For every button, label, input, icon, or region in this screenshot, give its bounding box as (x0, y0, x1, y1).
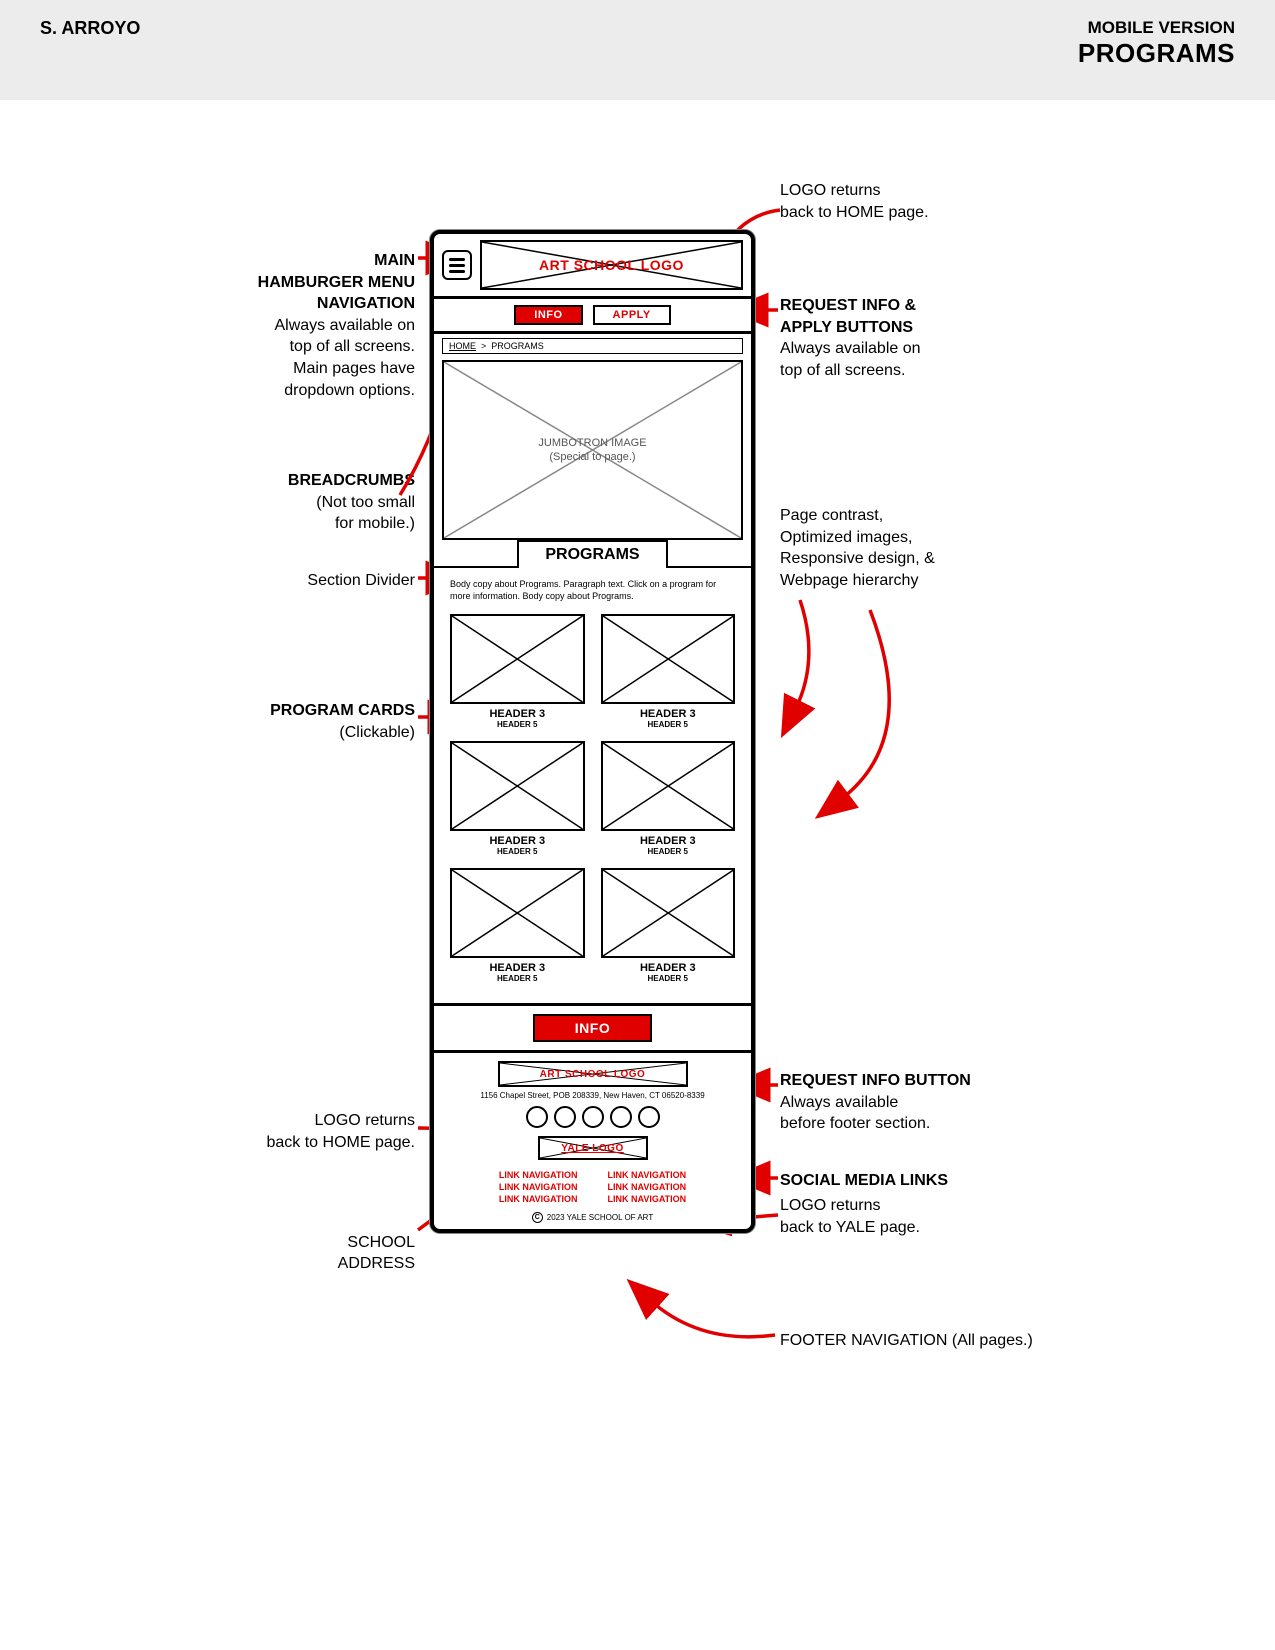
title-block: MOBILE VERSION PROGRAMS (1078, 18, 1235, 100)
card-header-5: HEADER 5 (601, 847, 736, 856)
card-header-3: HEADER 3 (601, 835, 736, 847)
phone-header: ART SCHOOL LOGO (434, 234, 751, 299)
card-image (601, 741, 736, 831)
breadcrumb: HOME > PROGRAMS (442, 338, 743, 354)
footer-link[interactable]: LINK NAVIGATION (608, 1170, 687, 1180)
footer-link[interactable]: LINK NAVIGATION (499, 1194, 578, 1204)
header-logo[interactable]: ART SCHOOL LOGO (480, 240, 743, 290)
anno-footer-nav: FOOTER NAVIGATION (All pages.) (780, 1330, 1033, 1352)
card-header-5: HEADER 5 (601, 974, 736, 983)
program-card[interactable]: HEADER 3 HEADER 5 (450, 868, 585, 989)
footer-logo[interactable]: ART SCHOOL LOGO (498, 1061, 688, 1087)
footer-address: 1156 Chapel Street, POB 208339, New Have… (444, 1091, 741, 1100)
breadcrumb-bar: HOME > PROGRAMS (434, 334, 751, 354)
program-card[interactable]: HEADER 3 HEADER 5 (450, 741, 585, 862)
doc-title: PROGRAMS (1078, 38, 1235, 69)
footer-link[interactable]: LINK NAVIGATION (499, 1182, 578, 1192)
hamburger-menu-button[interactable] (442, 250, 472, 280)
program-card[interactable]: HEADER 3 HEADER 5 (601, 741, 736, 862)
main-content: JUMBOTRON IMAGE (Special to page.) PROGR… (434, 354, 751, 1006)
anno-yale: LOGO returns back to YALE page. (780, 1195, 920, 1238)
anno-logo-home: LOGO returns back to HOME page. (780, 180, 929, 223)
program-card[interactable]: HEADER 3 HEADER 5 (450, 614, 585, 735)
program-card[interactable]: HEADER 3 HEADER 5 (601, 868, 736, 989)
phone-mockup: ART SCHOOL LOGO INFO APPLY HOME > PROGRA… (430, 230, 755, 1233)
card-header-3: HEADER 3 (601, 962, 736, 974)
canvas: LOGO returns back to HOME page. MAIN HAM… (0, 100, 1275, 1650)
social-icon[interactable] (610, 1106, 632, 1128)
program-card[interactable]: HEADER 3 HEADER 5 (601, 614, 736, 735)
lower-info-button[interactable]: INFO (533, 1014, 652, 1042)
card-header-3: HEADER 3 (450, 962, 585, 974)
card-image (450, 868, 585, 958)
card-header-5: HEADER 5 (450, 720, 585, 729)
footer: ART SCHOOL LOGO 1156 Chapel Street, POB … (434, 1053, 751, 1229)
anno-logo-home-2: LOGO returns back to HOME page. (150, 1110, 415, 1153)
footer-logo-text: ART SCHOOL LOGO (540, 1069, 646, 1080)
cta-bar: INFO APPLY (434, 299, 751, 334)
footer-link[interactable]: LINK NAVIGATION (608, 1182, 687, 1192)
card-header-3: HEADER 3 (450, 835, 585, 847)
anno-social: SOCIAL MEDIA LINKS (780, 1170, 948, 1192)
anno-info-btn: REQUEST INFO BUTTON Always available bef… (780, 1070, 971, 1135)
info-button[interactable]: INFO (514, 305, 582, 325)
social-icon[interactable] (526, 1106, 548, 1128)
anno-divider: Section Divider (200, 570, 415, 592)
yale-logo[interactable]: YALE LOGO (538, 1136, 648, 1160)
card-header-3: HEADER 3 (450, 708, 585, 720)
jumbotron-caption: JUMBOTRON IMAGE (Special to page.) (532, 436, 652, 465)
card-image (450, 614, 585, 704)
copyright-icon: C (532, 1212, 543, 1223)
card-header-5: HEADER 5 (601, 720, 736, 729)
anno-cta: REQUEST INFO & APPLY BUTTONS Always avai… (780, 295, 921, 381)
copyright-text: 2023 YALE SCHOOL OF ART (547, 1213, 653, 1222)
copyright: C 2023 YALE SCHOOL OF ART (444, 1212, 741, 1223)
card-header-3: HEADER 3 (601, 708, 736, 720)
footer-links: LINK NAVIGATION LINK NAVIGATION LINK NAV… (444, 1170, 741, 1206)
social-icon[interactable] (554, 1106, 576, 1128)
social-icon[interactable] (582, 1106, 604, 1128)
program-cards-grid: HEADER 3 HEADER 5 HEADER 3 HEADER 5 (434, 608, 751, 1003)
body-copy: Body copy about Programs. Paragraph text… (434, 568, 751, 608)
apply-button[interactable]: APPLY (593, 305, 671, 325)
breadcrumb-sep: > (481, 341, 486, 351)
anno-address: SCHOOL ADDRESS (210, 1210, 415, 1275)
author-label: S. ARROYO (40, 18, 140, 100)
jumbotron-image: JUMBOTRON IMAGE (Special to page.) (442, 360, 743, 540)
anno-contrast: Page contrast, Optimized images, Respons… (780, 505, 935, 591)
header-logo-text: ART SCHOOL LOGO (539, 257, 684, 273)
section-title-tab: PROGRAMS (517, 540, 667, 568)
card-header-5: HEADER 5 (450, 847, 585, 856)
anno-hamburger: MAIN HAMBURGER MENU NAVIGATION Always av… (160, 250, 415, 401)
breadcrumb-current: PROGRAMS (491, 341, 544, 351)
card-image (601, 614, 736, 704)
doc-subtitle: MOBILE VERSION (1078, 18, 1235, 38)
card-image (450, 741, 585, 831)
anno-cards: PROGRAM CARDS (Clickable) (180, 700, 415, 743)
document-header: S. ARROYO MOBILE VERSION PROGRAMS (0, 0, 1275, 100)
footer-link[interactable]: LINK NAVIGATION (608, 1194, 687, 1204)
yale-logo-text: YALE LOGO (561, 1143, 623, 1154)
social-icon[interactable] (638, 1106, 660, 1128)
social-row (444, 1106, 741, 1128)
card-image (601, 868, 736, 958)
footer-link[interactable]: LINK NAVIGATION (499, 1170, 578, 1180)
card-header-5: HEADER 5 (450, 974, 585, 983)
breadcrumb-home[interactable]: HOME (449, 341, 476, 351)
anno-breadcrumbs: BREADCRUMBS (Not too small for mobile.) (200, 470, 415, 535)
lower-info-bar: INFO (434, 1006, 751, 1053)
